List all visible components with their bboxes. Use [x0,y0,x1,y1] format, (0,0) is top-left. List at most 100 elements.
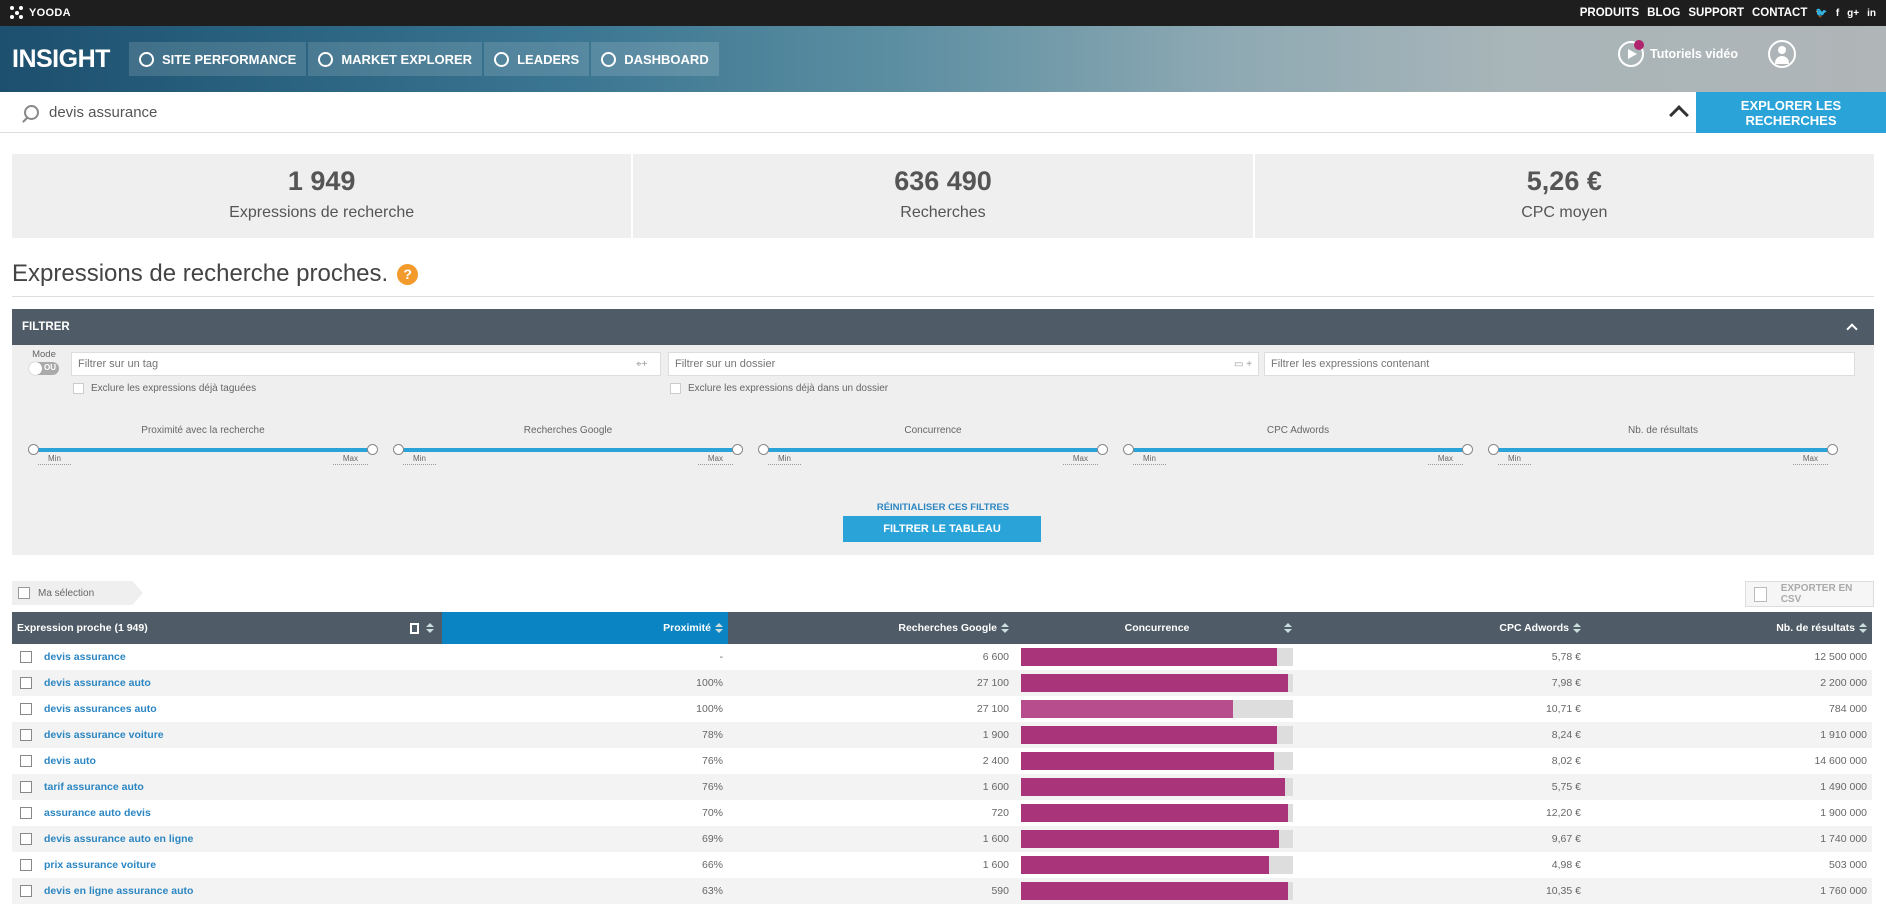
expression-cell[interactable]: devis en ligne assurance auto [12,878,442,904]
expression-cell[interactable]: devis assurance [12,644,442,670]
expression-cell[interactable]: tarif assurance auto [12,774,442,800]
slider-max-field[interactable]: Max [697,454,733,465]
link-produits[interactable]: PRODUITS [1579,7,1640,19]
row-checkbox[interactable] [20,781,32,794]
export-csv-button[interactable]: EXPORTER EN CSV [1745,581,1874,607]
clipboard-icon[interactable] [410,622,420,634]
row-checkbox[interactable] [20,807,32,820]
col-google-searches[interactable]: Recherches Google [728,612,1014,644]
expression-link[interactable]: devis auto [44,754,96,767]
row-checkbox[interactable] [20,703,32,716]
row-checkbox[interactable] [20,885,32,898]
expression-link[interactable]: prix assurance voiture [44,858,157,871]
expression-cell[interactable]: devis auto [12,748,442,774]
expression-cell[interactable]: assurance auto devis [12,800,442,826]
app-title[interactable]: INSIGHT [12,44,110,73]
chevron-up-icon[interactable] [1846,323,1858,335]
sort-icon[interactable] [426,622,434,634]
expression-cell[interactable]: devis assurances auto [12,696,442,722]
row-checkbox[interactable] [20,859,32,872]
slider-min-handle[interactable] [1123,444,1134,455]
slider-track[interactable] [28,444,378,455]
slider-min-handle[interactable] [758,444,769,455]
slider-max-handle[interactable] [732,444,743,455]
linkedin-icon[interactable]: in [1867,7,1876,19]
mode-toggle[interactable]: OU [29,362,59,375]
link-contact[interactable]: CONTACT [1751,7,1808,19]
help-icon[interactable]: ? [397,263,419,285]
slider-min-field[interactable]: Min [768,454,801,465]
folder-filter-input[interactable] [668,352,1259,376]
tag-filter-input[interactable] [71,352,661,376]
filter-panel-header[interactable]: FILTRER [12,309,1874,345]
slider-track[interactable] [1488,444,1838,455]
col-expression[interactable]: Expression proche (1 949) [12,612,442,644]
nav-site-performance[interactable]: SITE PERFORMANCE [129,42,307,76]
slider-track[interactable] [1123,444,1473,455]
explore-searches-button[interactable]: EXPLORER LES RECHERCHES [1696,92,1886,133]
col-competition[interactable]: Concurrence [1014,612,1300,644]
col-results[interactable]: Nb. de résultats [1586,612,1872,644]
sort-icon[interactable] [715,622,723,634]
expression-cell[interactable]: prix assurance voiture [12,852,442,878]
yooda-brand[interactable]: YOODA [10,6,71,20]
video-tutorials-link[interactable]: Tutoriels vidéo [1618,40,1738,67]
expression-cell[interactable]: devis assurance auto en ligne [12,826,442,852]
nav-market-explorer[interactable]: MARKET EXPLORER [308,42,483,76]
slider-min-handle[interactable] [393,444,404,455]
slider-max-field[interactable]: Max [1792,454,1828,465]
slider-min-field[interactable]: Min [38,454,71,465]
expression-link[interactable]: tarif assurance auto [44,780,144,793]
slider-track[interactable] [758,444,1108,455]
sort-icon[interactable] [1001,622,1009,634]
slider-min-handle[interactable] [1488,444,1499,455]
slider-min-handle[interactable] [28,444,39,455]
sort-icon[interactable] [1573,622,1581,634]
nav-dashboard[interactable]: DASHBOARD [591,42,719,76]
slider-max-handle[interactable] [1097,444,1108,455]
col-proximity[interactable]: Proximité [442,612,728,644]
link-blog[interactable]: BLOG [1647,7,1681,19]
expression-cell[interactable]: devis assurance auto [12,670,442,696]
row-checkbox[interactable] [20,729,32,742]
row-checkbox[interactable] [20,677,32,690]
chevron-up-icon[interactable] [1669,105,1689,125]
expression-link[interactable]: devis assurance auto [44,676,151,689]
slider-max-handle[interactable] [367,444,378,455]
exclude-folder-option[interactable]: Exclure les expressions déjà dans un dos… [670,383,888,394]
slider-min-field[interactable]: Min [403,454,436,465]
expression-link[interactable]: devis en ligne assurance auto [44,884,194,897]
search-input[interactable] [49,103,1349,121]
contains-filter-input[interactable] [1264,352,1855,376]
row-checkbox[interactable] [20,755,32,768]
expression-link[interactable]: devis assurance [44,650,126,663]
row-checkbox[interactable] [20,833,32,846]
sort-icon[interactable] [1284,623,1292,634]
expression-link[interactable]: devis assurance voiture [44,728,164,741]
exclude-folder-checkbox[interactable] [670,383,681,394]
slider-max-field[interactable]: Max [1427,454,1463,465]
expression-link[interactable]: devis assurances auto [44,702,157,715]
twitter-icon[interactable]: 🐦 [1815,7,1828,19]
reset-filters-link[interactable]: RÉINITIALISER CES FILTRES [876,502,1010,513]
link-support[interactable]: SUPPORT [1688,7,1744,19]
expression-link[interactable]: assurance auto devis [44,806,151,819]
slider-track[interactable] [393,444,743,455]
expression-link[interactable]: devis assurance auto en ligne [44,832,194,845]
slider-min-field[interactable]: Min [1133,454,1166,465]
mode-switch[interactable]: Mode OU [29,349,59,375]
google-plus-icon[interactable]: g+ [1847,7,1860,19]
slider-min-field[interactable]: Min [1498,454,1531,465]
exclude-tagged-option[interactable]: Exclure les expressions déjà taguées [73,383,256,394]
slider-max-handle[interactable] [1462,444,1473,455]
select-all-checkbox[interactable] [18,587,30,599]
exclude-tagged-checkbox[interactable] [73,383,84,394]
slider-max-field[interactable]: Max [332,454,368,465]
slider-max-field[interactable]: Max [1062,454,1098,465]
row-checkbox[interactable] [20,651,32,664]
apply-filter-button[interactable]: FILTRER LE TABLEAU [843,516,1041,542]
facebook-icon[interactable]: f [1835,7,1840,19]
expression-cell[interactable]: devis assurance voiture [12,722,442,748]
sort-icon[interactable] [1859,622,1867,634]
my-selection-tab[interactable]: Ma sélection [12,581,143,605]
